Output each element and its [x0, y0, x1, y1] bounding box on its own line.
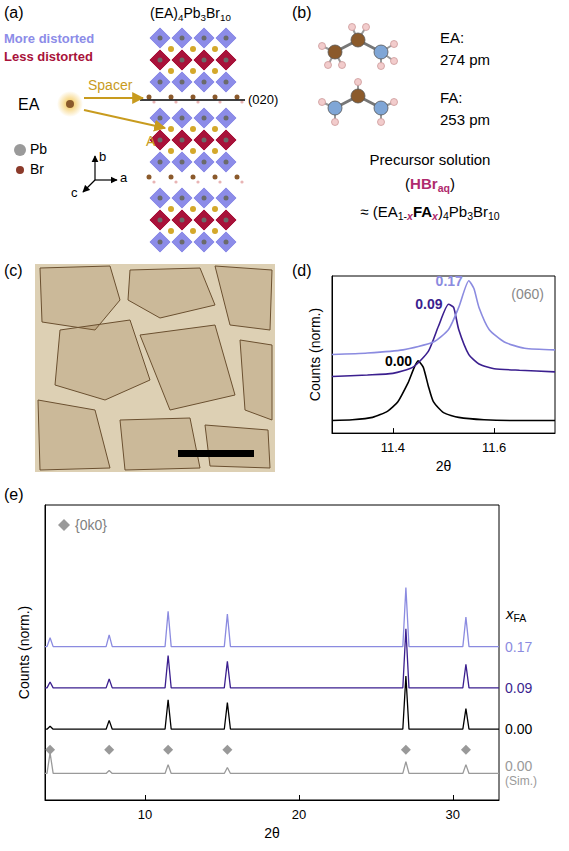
html-text:Spacer: Spacer	[88, 77, 133, 93]
svg-text:(Sim.): (Sim.)	[505, 774, 537, 788]
svg-text:11.6: 11.6	[482, 440, 506, 455]
html-text:≈ (EA1- xFAx)4Pb3Br10: ≈ (EA1- xFAx)4Pb3Br10	[360, 203, 500, 223]
html-text:EA: EA	[18, 96, 40, 113]
svg-text:0.00: 0.00	[505, 721, 532, 737]
svg-text:30: 30	[446, 807, 460, 822]
svg-text:0.17: 0.17	[505, 639, 532, 655]
html-text:(b): (b)	[292, 4, 312, 21]
svg-text:2θ: 2θ	[264, 825, 280, 841]
svg-text:{0k0}: {0k0}	[75, 517, 107, 533]
svg-text:20: 20	[292, 807, 306, 822]
html-text:Precursor solution: Precursor solution	[369, 151, 491, 168]
svg-text:0.00: 0.00	[505, 758, 532, 774]
html-text:253 pm: 253 pm	[440, 111, 490, 128]
html-text:A: A	[146, 133, 156, 149]
svg-text:2θ: 2θ	[436, 458, 452, 474]
html-text:Pb: Pb	[30, 141, 48, 157]
html-text:(c): (c)	[4, 262, 23, 279]
html-text:(020): (020)	[248, 92, 279, 107]
html-text:(d): (d)	[292, 262, 312, 279]
html-text:EA:: EA:	[440, 29, 465, 46]
html-text:(HBraq): (HBraq)	[405, 175, 455, 195]
html-text:a: a	[120, 170, 128, 185]
html-text:b: b	[99, 149, 107, 164]
svg-text:Counts (norm.): Counts (norm.)	[16, 606, 32, 699]
html-text:274 pm: 274 pm	[440, 51, 490, 68]
html-text:FA:: FA:	[440, 89, 463, 106]
html-text:(EA)4Pb3Br10: (EA)4Pb3Br10	[150, 5, 231, 23]
svg-text:(060): (060)	[511, 286, 544, 302]
html-text:c: c	[71, 185, 78, 200]
svg-text:0.00: 0.00	[385, 353, 412, 369]
svg-text:10: 10	[138, 807, 152, 822]
svg-text:Counts (norm.): Counts (norm.)	[307, 308, 323, 401]
svg-text:0.09: 0.09	[415, 296, 442, 312]
html-text:xFA: xFA	[506, 605, 527, 625]
svg-text:11.4: 11.4	[381, 440, 405, 455]
html-text:Br: Br	[30, 161, 44, 177]
html-text:(e): (e)	[4, 486, 24, 503]
html-text:Less distorted: Less distorted	[4, 49, 93, 64]
svg-text:0.17: 0.17	[436, 273, 463, 289]
html-text:(a): (a)	[4, 4, 24, 21]
html-text:More distorted: More distorted	[4, 31, 95, 46]
svg-text:0.09: 0.09	[505, 680, 532, 696]
